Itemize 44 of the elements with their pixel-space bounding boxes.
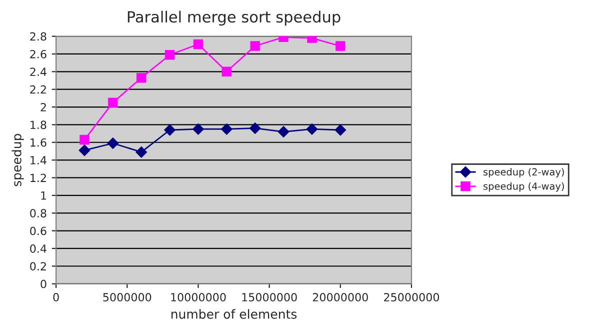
y-axis-title: speedup (12, 134, 24, 186)
point (108, 98, 118, 108)
point (334, 124, 346, 136)
point (306, 124, 318, 135)
x-tick-label: 10000000 (171, 293, 226, 302)
point (250, 41, 260, 51)
y-tick-label: 0.8 (30, 209, 46, 218)
point (336, 41, 346, 51)
y-tick-label: 0.4 (30, 244, 46, 253)
y-tick-label: 1.8 (30, 120, 46, 130)
x-tick-label: 20000000 (312, 293, 368, 302)
y-tick-label: 2.4 (30, 68, 46, 76)
y-tick-label: 0.6 (30, 226, 46, 236)
y-tick-label: 2.8 (30, 32, 46, 41)
point (80, 134, 90, 145)
x-tick-label: 0 (53, 293, 59, 302)
point (78, 144, 90, 156)
x-tick-label: 5000000 (103, 293, 152, 302)
y-tick-label: 1.6 (30, 138, 46, 147)
point (222, 66, 232, 77)
legend-label: speedup (2-way) (484, 168, 564, 178)
point (136, 146, 147, 158)
y-tick-label: 1.4 (30, 156, 46, 164)
y-tick-label: 0.2 (30, 262, 46, 270)
y-tick-label: 2.2 (30, 85, 46, 94)
point (249, 122, 261, 134)
point (221, 124, 232, 135)
point (164, 124, 176, 136)
point (193, 39, 204, 50)
point (278, 126, 290, 138)
x-tick-label: 25000000 (384, 293, 440, 302)
y-tick-label: 2 (40, 102, 46, 112)
y-tick-label: 2.6 (30, 50, 46, 58)
point (192, 124, 204, 135)
legend-label: speedup (4-way) (484, 182, 564, 192)
y-tick-label: 0 (40, 280, 46, 288)
chart-title: Parallel merge sort speedup (128, 10, 340, 26)
x-axis-title: number of elements (171, 309, 297, 319)
point (107, 138, 119, 149)
point (136, 72, 146, 83)
point (164, 50, 175, 60)
y-tick-label: 1.2 (30, 174, 46, 182)
y-tick-label: 1 (41, 192, 46, 200)
x-tick-label: 15000000 (242, 293, 297, 302)
